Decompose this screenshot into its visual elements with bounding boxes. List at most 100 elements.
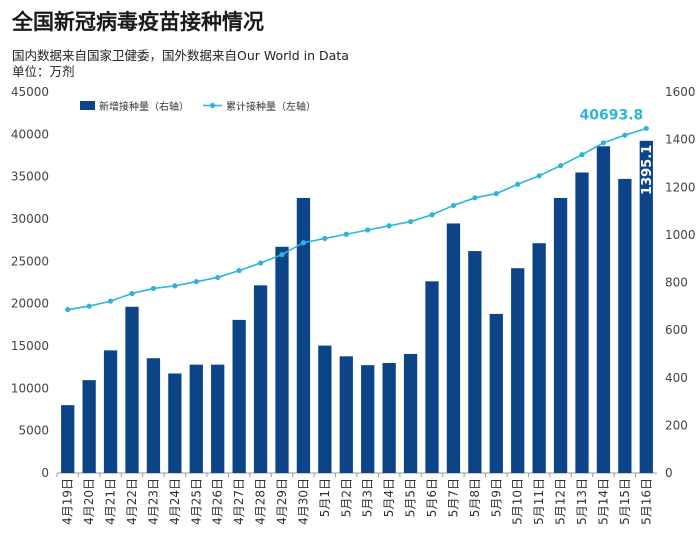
line-point [643, 125, 649, 132]
legend-line-label: 累计接种量（左轴） [226, 100, 316, 113]
y-right-tick-label: 1000 [665, 228, 696, 242]
x-tick-label: 5月11日 [532, 478, 546, 525]
y-left-tick-label: 0 [41, 466, 49, 480]
line-point [150, 285, 157, 292]
y-right-tick-label: 0 [665, 466, 673, 480]
x-tick-label: 4月30日 [296, 478, 310, 525]
bar [575, 172, 589, 473]
unit-label: 单位：万剂 [12, 64, 75, 79]
line-point [236, 268, 242, 274]
bar [168, 373, 182, 473]
line-point [557, 163, 564, 169]
x-tick-label: 5月15日 [618, 478, 632, 525]
line-point [515, 181, 521, 187]
bar [211, 364, 225, 473]
y-left-tick-label: 30000 [11, 212, 49, 226]
x-tick-label: 5月10日 [511, 478, 525, 525]
x-tick-label: 5月7日 [446, 478, 460, 517]
x-tick-label: 4月24日 [168, 478, 182, 525]
line-point [300, 240, 307, 246]
line-point [407, 218, 414, 225]
x-tick-label: 4月25日 [189, 478, 203, 525]
line-point [107, 298, 114, 304]
bar [232, 319, 246, 473]
bar [146, 358, 161, 473]
bar [532, 243, 546, 473]
bar [275, 246, 289, 473]
axes-layer: 0500010000150002000025000300003500040000… [11, 85, 696, 525]
x-tick-label: 5月14日 [596, 478, 610, 525]
y-right-tick-label: 200 [665, 418, 688, 432]
x-tick-label: 5月6日 [425, 478, 439, 517]
y-left-tick-label: 45000 [11, 85, 49, 99]
cumulative-line [67, 127, 647, 311]
bar [446, 223, 461, 473]
bar [618, 178, 632, 473]
y-left-tick-label: 5000 [18, 424, 49, 438]
x-tick-label: 4月21日 [104, 478, 118, 525]
x-tick-label: 4月29日 [275, 478, 289, 525]
bar [318, 345, 332, 473]
y-left-tick-label: 40000 [11, 127, 49, 141]
line-point [193, 279, 199, 285]
bar-series [61, 140, 653, 474]
line-point [129, 290, 135, 297]
bar [361, 365, 375, 473]
x-tick-label: 5月9日 [489, 478, 503, 517]
line-point [579, 152, 585, 158]
line-point [322, 235, 328, 242]
bar [468, 251, 482, 473]
x-tick-label: 5月12日 [554, 478, 568, 525]
y-right-tick-label: 800 [665, 276, 688, 290]
x-tick-label: 4月20日 [82, 478, 96, 525]
legend-bar-label: 新增接种量（右轴） [99, 100, 189, 113]
x-tick-label: 4月19日 [61, 478, 75, 525]
line-point [65, 306, 71, 313]
bar [61, 405, 75, 473]
bar [553, 197, 568, 473]
y-left-tick-label: 35000 [11, 170, 49, 184]
chart-title: 全国新冠病毒疫苗接种情况 [12, 10, 264, 34]
y-left-tick-label: 20000 [11, 297, 49, 311]
bar [639, 140, 653, 473]
y-right-tick-label: 1200 [665, 180, 696, 194]
bar [596, 146, 611, 474]
y-left-tick-label: 25000 [11, 254, 49, 268]
bar [511, 268, 525, 473]
bar [403, 353, 418, 473]
y-right-tick-label: 1400 [665, 133, 696, 147]
line-point [600, 140, 607, 146]
x-tick-label: 5月8日 [468, 478, 482, 517]
y-left-tick-label: 10000 [11, 381, 49, 395]
x-tick-label: 5月4日 [382, 478, 396, 517]
line-last-value-label: 40693.8 [580, 107, 644, 123]
bar [489, 313, 503, 473]
line-point [536, 173, 542, 179]
x-tick-label: 5月2日 [339, 478, 353, 517]
bar [339, 356, 353, 473]
annotations: 40693.8 1395.1 [580, 107, 655, 195]
x-tick-label: 4月26日 [211, 478, 225, 525]
legend-bar-swatch [80, 101, 95, 110]
bar-last-value-label: 1395.1 [640, 145, 655, 195]
line-point [172, 283, 178, 289]
line-point [215, 274, 221, 281]
bar [382, 362, 396, 473]
line-point [429, 212, 435, 218]
x-tick-label: 5月1日 [318, 478, 332, 517]
line-point [493, 191, 499, 197]
x-tick-label: 5月3日 [361, 478, 375, 517]
x-tick-label: 4月27日 [232, 478, 246, 525]
line-point [365, 227, 371, 233]
y-left-tick-label: 15000 [11, 339, 49, 353]
line-point [386, 223, 392, 229]
bar [253, 285, 268, 473]
x-tick-label: 5月5日 [404, 478, 418, 517]
x-tick-label: 4月23日 [146, 478, 160, 525]
line-point [343, 231, 349, 237]
bar [189, 364, 203, 473]
y-right-tick-label: 600 [665, 323, 688, 337]
line-point [472, 195, 478, 201]
line-point [86, 303, 92, 309]
